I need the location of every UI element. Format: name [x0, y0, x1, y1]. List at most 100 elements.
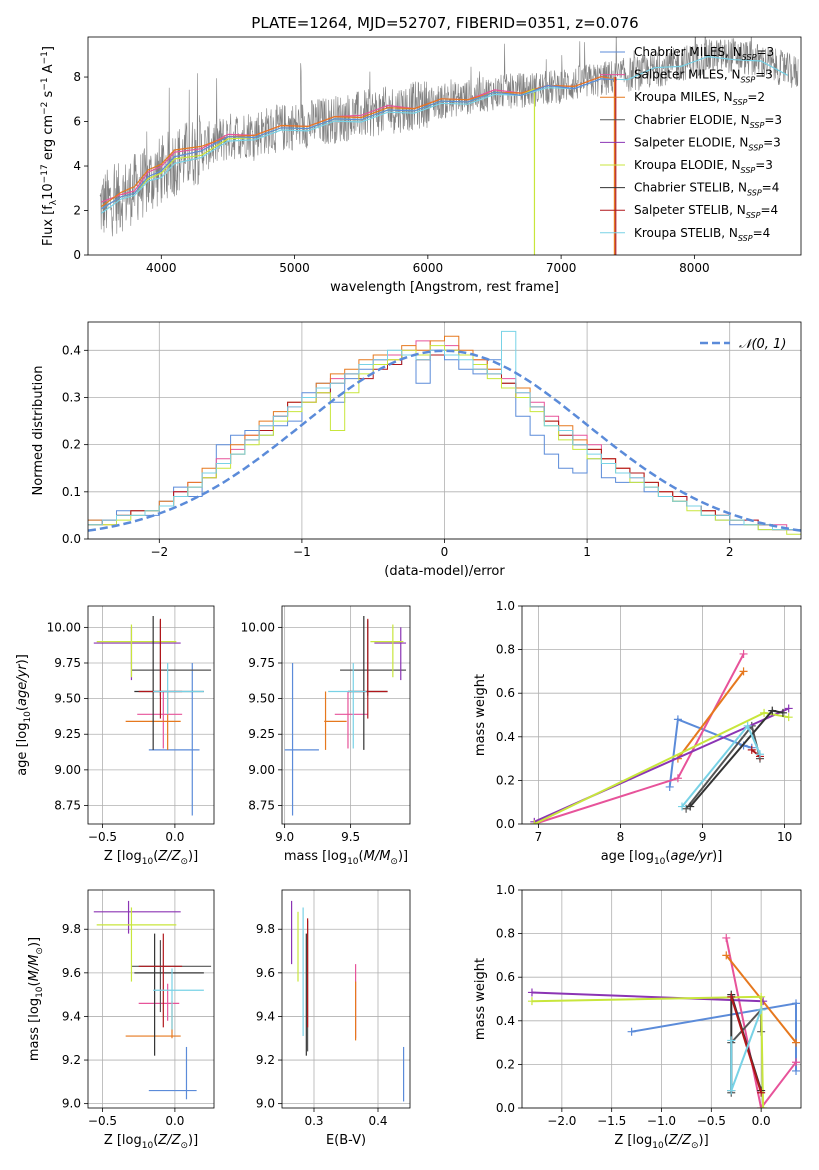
axes-frame — [87, 889, 215, 1109]
label-part: 10 — [654, 857, 666, 867]
x-tick-label: 0.0 — [165, 830, 184, 844]
weight-marker — [727, 992, 736, 1001]
weight-line — [668, 717, 753, 788]
legend: 𝒩(0, 1) — [700, 337, 786, 352]
x-tick-label: 7000 — [546, 261, 577, 275]
label-part: =2 — [747, 90, 765, 104]
label-part: Z/Z — [157, 1133, 181, 1148]
x-tick-label: 0.3 — [304, 1114, 323, 1128]
y-tick-label: 9.75 — [54, 656, 81, 670]
y-tick-label: 0.8 — [496, 643, 515, 657]
legend-label: 𝒩(0, 1) — [739, 337, 786, 352]
y-tick-label: 0.2 — [496, 773, 515, 787]
axes-frame — [521, 605, 802, 825]
label-part: Kroupa ELODIE, N — [634, 158, 741, 172]
legend-label: Salpeter MILES, NSSP=3 — [634, 68, 773, 85]
model-spectrum — [100, 78, 615, 210]
label-part: 10 — [142, 1141, 154, 1151]
y-tick-label: 0.1 — [62, 485, 81, 499]
y-tick-label: 9.6 — [256, 966, 275, 980]
weight-marker — [739, 667, 748, 676]
y-tick-label: 9.25 — [248, 727, 275, 741]
x-axis-label: Z [log10(Z/Z⊙)] — [614, 1133, 708, 1151]
label-part: =4 — [762, 181, 780, 195]
label-part: Z [log — [614, 1133, 652, 1148]
axes-frame — [281, 889, 411, 1109]
x-tick-label: 9.0 — [275, 830, 294, 844]
y-tick-label: 9.6 — [62, 966, 81, 980]
label-part: ( — [153, 849, 158, 864]
label-part: =3 — [764, 113, 782, 127]
weight-marker — [722, 951, 731, 960]
label-part: ⊙ — [390, 857, 398, 867]
x-tick-label: 0.4 — [368, 1114, 387, 1128]
x-tick-label: 0.0 — [165, 1114, 184, 1128]
age-vs-mass-plot: 9.0 9.5 8.75 9.00 9.25 9.50 9.75 10.00 mass [log… — [241, 605, 411, 867]
axes-frame — [87, 605, 215, 825]
normal-curve — [88, 349, 801, 532]
weight-marker — [673, 715, 682, 724]
x-tick-label: −0.5 — [88, 830, 117, 844]
weight-line — [730, 996, 763, 1093]
y-tick-label: 9.50 — [248, 692, 275, 706]
x-tick-label: −2.0 — [547, 1114, 576, 1128]
x-tick-label: 6000 — [413, 261, 444, 275]
label-part: SSP — [738, 234, 753, 243]
label-part: Kroupa STELIB, N — [634, 226, 738, 240]
x-axis-label: Z [log10(Z/Z⊙)] — [104, 849, 198, 867]
label-part: SSP — [741, 76, 756, 85]
y-tick-label: 6 — [73, 115, 81, 129]
weight-line — [631, 1002, 797, 1071]
label-part: age/yr — [15, 663, 30, 706]
y-tick-label: 0.2 — [496, 1057, 515, 1071]
x-tick-label: −1.0 — [647, 1114, 676, 1128]
x-axis-label: mass [log10(M/M⊙)] — [284, 849, 408, 867]
label-part: Chabrier ELODIE, N — [634, 113, 750, 127]
y-tick-label: 0 — [73, 248, 81, 262]
weight-marker — [784, 713, 793, 722]
figure-title: PLATE=1264, MJD=52707, FIBERID=0351, z=0… — [251, 14, 638, 32]
x-axis-label: wavelength [Angstrom, rest frame] — [330, 280, 559, 295]
y-tick-label: 9.0 — [256, 1097, 275, 1111]
label-part: Kroupa MILES, N — [634, 90, 733, 104]
weight-marker — [792, 999, 801, 1008]
weight-marker — [739, 649, 748, 658]
x-axis-label: Z [log10(Z/Z⊙)] — [104, 1133, 198, 1151]
axes-frame — [521, 889, 802, 1109]
label-part: Chabrier MILES, N — [634, 45, 742, 59]
y-tick-label: 9.4 — [256, 1009, 275, 1023]
label-part: ( — [665, 849, 670, 864]
weight-marker — [792, 1066, 801, 1075]
label-part: =3 — [755, 68, 773, 82]
weight-marker — [727, 1036, 736, 1045]
y-tick-label: 0.4 — [496, 730, 515, 744]
label-part: ( — [664, 1133, 669, 1148]
weight-marker — [682, 804, 691, 813]
y-tick-label: 9.2 — [62, 1053, 81, 1067]
weight-marker — [792, 1058, 801, 1067]
y-tick-label: 9.00 — [54, 763, 81, 777]
weight-marker — [755, 750, 764, 759]
label-part: )] — [712, 849, 722, 864]
y-axis-label: mass weight — [473, 958, 488, 1040]
label-part: ⊙ — [180, 1141, 188, 1151]
label-part: erg cm — [41, 115, 56, 164]
label-part: SSP — [750, 121, 765, 130]
label-part: ] — [41, 46, 56, 51]
label-part: ⊙ — [691, 1141, 699, 1151]
y-tick-label: 4 — [73, 159, 81, 173]
weight-marker — [768, 706, 777, 715]
label-part: age [log — [601, 849, 654, 864]
legend-label: Salpeter STELIB, NSSP=4 — [634, 203, 778, 220]
x-axis-label: (data-model)/error — [384, 564, 505, 579]
label-part: =3 — [755, 158, 773, 172]
y-tick-label: 8.75 — [248, 798, 275, 812]
y-tick-label: 9.8 — [256, 922, 275, 936]
weight-marker — [727, 1086, 736, 1095]
legend-label: Kroupa ELODIE, NSSP=3 — [634, 158, 773, 175]
label-part: SSP — [748, 143, 763, 152]
x-tick-label: 0 — [441, 545, 449, 559]
weight-marker — [665, 782, 674, 791]
label-part: Flux [f — [41, 205, 56, 246]
spectrum-plot: 4000 5000 6000 7000 8000 0 2 4 6 8 wavelength [Ang… — [40, 36, 802, 295]
